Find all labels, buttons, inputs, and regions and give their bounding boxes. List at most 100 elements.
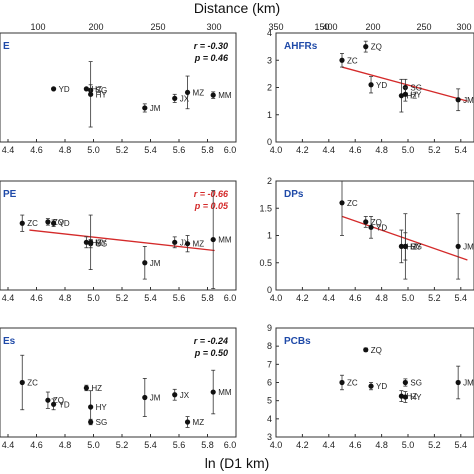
- panel-title: E: [3, 41, 10, 52]
- panel-title: DPs: [284, 189, 304, 200]
- stat-p: p = 0.05: [194, 201, 229, 211]
- point-label: ZQ: [371, 346, 382, 355]
- point-label: MZ: [193, 240, 205, 249]
- panel-5: 4.4 4.6 4.8 5.0 5.2 5.4 5.6 5.8 6.0 Es r = -0.24 p …: [0, 327, 237, 450]
- point-label: ZQ: [371, 43, 382, 52]
- x-tick-label: 5.8: [201, 440, 214, 450]
- top-axis-label: Distance (km): [194, 0, 280, 16]
- point-label: MM: [218, 91, 232, 100]
- data-point-jm: [455, 379, 461, 386]
- data-point-hz: [83, 239, 89, 245]
- top-tick-label: 150: [314, 22, 329, 32]
- data-point-yd: [51, 220, 57, 226]
- point-label: JM: [150, 104, 161, 113]
- x-tick-label: 6.0: [224, 145, 237, 155]
- x-tick-label: 5.2: [116, 293, 129, 303]
- data-point-mm: [210, 389, 216, 395]
- x-tick-label: 5.2: [116, 145, 129, 155]
- panel-frame: [0, 180, 237, 291]
- point-label: SG: [96, 418, 108, 427]
- x-tick-label: 6.0: [224, 293, 237, 303]
- y-tick-label: 5: [267, 396, 272, 406]
- data-point-mz: [184, 241, 191, 247]
- data-point-hz: [83, 86, 89, 92]
- y-tick-label: 1: [267, 231, 272, 241]
- panels: 4.4 4.6 4.8 5.0 5.2 5.4 5.6 5.8 6.0 E r = -0.30 p =…: [0, 28, 474, 450]
- data-point-yd: [368, 224, 374, 230]
- x-tick-label: 4.8: [59, 440, 72, 450]
- x-tick-label: 5.4: [455, 440, 468, 450]
- top-tick-label: 200: [88, 22, 103, 32]
- x-tick-label: 4.0: [270, 293, 283, 303]
- y-tick-label: 7: [267, 359, 272, 369]
- x-tick-label: 4.4: [2, 145, 15, 155]
- point-label: ZC: [27, 219, 38, 228]
- point-label: ZC: [347, 379, 358, 388]
- y-tick-label: 1: [267, 110, 272, 120]
- stat-r: r = -0.30: [194, 41, 228, 51]
- x-tick-label: 5.4: [455, 293, 468, 303]
- point-label: MM: [218, 236, 232, 245]
- point-label: JM: [150, 259, 161, 268]
- x-tick-label: 5.0: [87, 440, 100, 450]
- point-label: HY: [96, 90, 108, 99]
- point-label: SG: [410, 84, 422, 93]
- stat-p: p = 0.50: [194, 348, 228, 358]
- y-tick-label: 0: [267, 285, 272, 295]
- panel-3: 4.4 4.6 4.8 5.0 5.2 5.4 5.6 5.8 6.0 PE r = -0.66 p …: [0, 180, 237, 303]
- point-label: HY: [410, 393, 422, 402]
- top-tick-label: 250: [150, 22, 165, 32]
- point-label: YD: [59, 400, 70, 409]
- data-point-zc: [339, 200, 345, 206]
- data-point-yd: [51, 401, 57, 407]
- data-point-zq: [363, 44, 369, 50]
- point-label: JX: [180, 94, 190, 103]
- point-label: HZ: [406, 392, 417, 401]
- panel-frame: [0, 32, 237, 143]
- point-label: HZ: [91, 85, 102, 94]
- point-label: SG: [96, 86, 108, 95]
- x-tick-label: 4.6: [349, 145, 362, 155]
- point-label: MM: [218, 388, 232, 397]
- data-point-hy: [88, 404, 94, 410]
- point-label: ZC: [347, 56, 358, 65]
- data-point-hy: [402, 91, 408, 97]
- data-point-zc: [339, 379, 345, 386]
- point-label: HY: [96, 403, 108, 412]
- data-point-yd: [51, 86, 57, 92]
- data-point-mm: [210, 236, 216, 243]
- x-tick-label: 5.2: [428, 145, 441, 155]
- x-tick-label: 5.8: [201, 145, 214, 155]
- y-tick-label: 0.5: [259, 258, 272, 268]
- x-tick-label: 4.4: [2, 293, 15, 303]
- data-point-jm: [455, 243, 461, 249]
- panel-title: Es: [3, 336, 16, 347]
- data-point-jm: [142, 260, 148, 266]
- x-tick-label: 4.2: [296, 293, 309, 303]
- x-tick-label: 4.4: [2, 440, 15, 450]
- y-tick-label: 9: [267, 323, 272, 333]
- data-point-mz: [184, 419, 191, 425]
- x-tick-label: 5.2: [428, 440, 441, 450]
- point-label: HY: [96, 238, 108, 247]
- y-tick-label: 3: [267, 55, 272, 65]
- data-point-hz: [398, 93, 404, 99]
- panel-title: AHFRs: [284, 41, 318, 52]
- data-point-zq: [45, 219, 51, 225]
- x-tick-label: 4.6: [30, 293, 43, 303]
- data-point-jx: [172, 392, 178, 398]
- x-tick-label: 5.2: [116, 440, 129, 450]
- x-tick-label: 5.0: [87, 293, 100, 303]
- point-label: SG: [410, 379, 422, 388]
- point-label: YD: [376, 382, 387, 391]
- trend-line: [29, 229, 215, 252]
- point-label: ZC: [347, 199, 358, 208]
- x-tick-label: 4.0: [270, 145, 283, 155]
- point-label: ZQ: [53, 396, 64, 405]
- data-point-hz: [398, 243, 404, 249]
- data-point-zc: [19, 379, 25, 386]
- panel-frame: [275, 180, 474, 291]
- point-label: SG: [96, 240, 108, 249]
- x-tick-label: 4.6: [30, 145, 43, 155]
- data-point-mm: [210, 92, 216, 98]
